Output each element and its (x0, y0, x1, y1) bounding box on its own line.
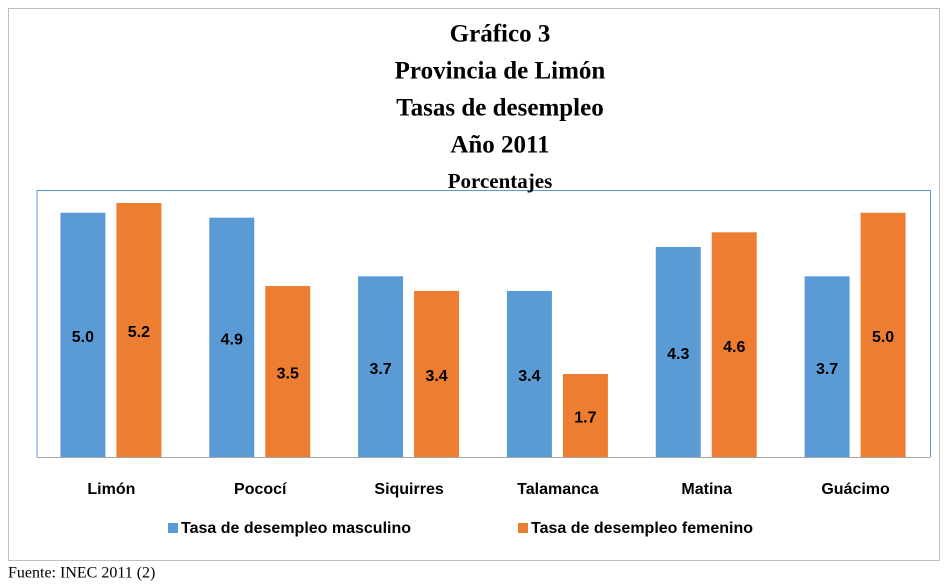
legend-swatch (168, 523, 178, 533)
legend-label: Tasa de desempleo masculino (181, 520, 411, 537)
bar (414, 290, 460, 457)
chart-title: Año 2011 (450, 132, 549, 159)
chart-subtitle: Porcentajes (448, 169, 553, 193)
bar (562, 373, 608, 457)
x-tick-label: Pococí (234, 481, 287, 498)
data-label: 3.7 (369, 361, 391, 378)
data-label: 3.7 (816, 361, 838, 378)
data-label: 4.3 (667, 346, 689, 363)
plot-border (36, 190, 931, 457)
bar (116, 203, 162, 457)
bar (209, 217, 255, 457)
bar (60, 212, 106, 457)
bar (506, 290, 552, 457)
data-label: 3.4 (518, 368, 540, 385)
data-label: 5.2 (128, 324, 150, 341)
bar (804, 276, 850, 457)
data-label: 4.9 (221, 332, 243, 349)
chart-title: Provincia de Limón (395, 58, 606, 85)
legend-label: Tasa de desempleo femenino (531, 520, 753, 537)
x-tick-label: Talamanca (517, 481, 599, 498)
frame (8, 8, 940, 561)
data-label: 4.6 (723, 339, 745, 356)
bar (711, 232, 757, 457)
x-tick-label: Guácimo (821, 481, 890, 498)
data-label: 5.0 (72, 329, 94, 346)
bar (358, 276, 404, 457)
bar (860, 212, 906, 457)
source: Fuente: INEC 2011 (2) (8, 565, 155, 582)
chart-title: Gráfico 3 (450, 21, 551, 48)
x-tick-label: Limón (87, 481, 135, 498)
legend-swatch (518, 523, 528, 533)
data-label: 1.7 (574, 410, 596, 427)
x-tick-label: Matina (681, 481, 732, 498)
x-tick-label: Siquirres (374, 481, 443, 498)
bar (265, 286, 311, 457)
data-label: 5.0 (872, 329, 894, 346)
data-label: 3.4 (425, 368, 447, 385)
data-label: 3.5 (277, 366, 299, 383)
bar (655, 246, 701, 457)
chart-title: Tasas de desempleo (396, 95, 603, 122)
